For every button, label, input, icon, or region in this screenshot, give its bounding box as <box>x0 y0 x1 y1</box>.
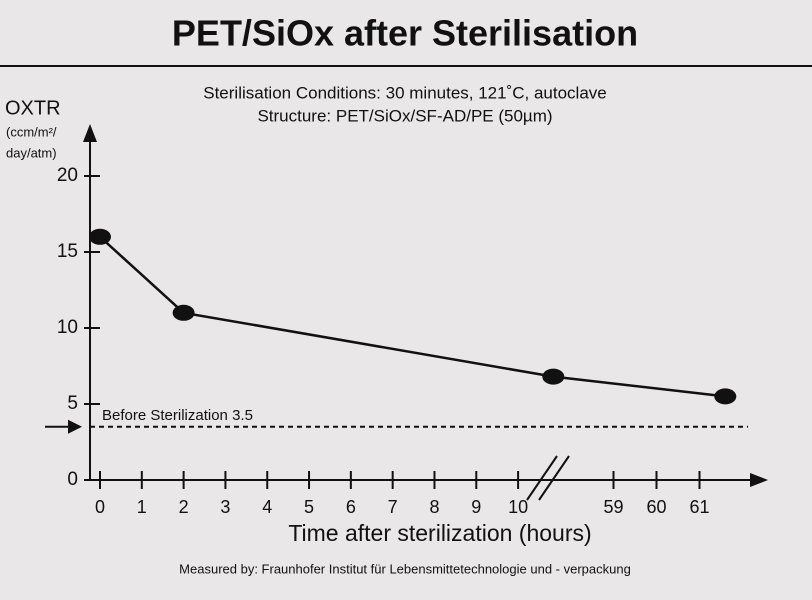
y-tick-label: 15 <box>57 241 78 262</box>
x-tick-label: 5 <box>304 497 314 517</box>
y-axis-label: (ccm/m²/ <box>6 124 57 139</box>
y-tick-label: 0 <box>67 469 78 490</box>
data-point <box>89 228 111 245</box>
x-tick-label: 1 <box>137 497 147 517</box>
data-point <box>714 388 737 405</box>
subtitle: Structure: PET/SiOx/SF-AD/PE (50µm) <box>257 106 552 125</box>
chart-title: PET/SiOx after Sterilisation <box>172 13 638 54</box>
footnote: Measured by: Fraunhofer Institut für Leb… <box>179 561 631 576</box>
reference-arrow-head <box>68 419 82 434</box>
x-tick-label: 60 <box>646 497 666 517</box>
data-point <box>172 304 195 321</box>
reference-label: Before Sterilization 3.5 <box>102 407 253 424</box>
x-tick-label: 3 <box>220 497 230 517</box>
x-tick-label: 61 <box>689 497 709 517</box>
x-tick-label: 6 <box>346 497 356 517</box>
x-tick-label: 2 <box>179 497 189 517</box>
y-tick-label: 20 <box>57 165 78 186</box>
x-tick-label: 0 <box>95 497 105 517</box>
x-tick-label: 8 <box>429 497 439 517</box>
x-tick-label: 9 <box>471 497 481 517</box>
axis-break <box>538 455 570 501</box>
x-tick-label: 4 <box>262 497 272 517</box>
y-axis-arrow <box>83 124 97 142</box>
subtitle: Sterilisation Conditions: 30 minutes, 12… <box>203 83 607 102</box>
y-tick-label: 5 <box>67 393 78 414</box>
y-axis-label: OXTR <box>5 97 61 119</box>
x-tick-label: 10 <box>508 497 528 517</box>
x-tick-label: 7 <box>388 497 398 517</box>
y-axis-label: day/atm) <box>6 145 57 160</box>
data-point <box>542 368 565 385</box>
axis-break <box>526 455 558 501</box>
data-line <box>99 235 726 398</box>
x-axis-label: Time after sterilization (hours) <box>288 520 591 546</box>
y-tick-label: 10 <box>57 317 78 338</box>
x-axis-arrow <box>750 473 768 487</box>
x-tick-label: 59 <box>603 497 623 517</box>
